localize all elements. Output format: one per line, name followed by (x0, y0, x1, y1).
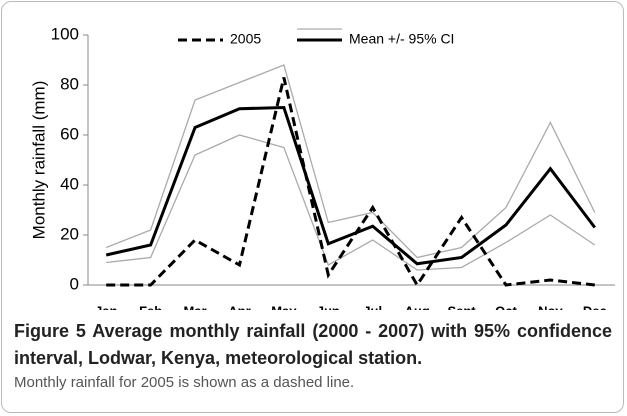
series-line (106, 77, 595, 288)
x-tick-label: Apr (228, 303, 250, 310)
x-tick-label: Dec (583, 303, 607, 310)
legend-label: Mean +/- 95% CI (349, 31, 454, 47)
y-axis-label: Monthly rainfall (mm) (29, 81, 48, 240)
caption-title: Average monthly rainfall (2000 - 2007) w… (14, 321, 612, 368)
x-tick-label: Jun (317, 303, 340, 310)
y-tick-label: 40 (60, 174, 79, 193)
x-tick-label: Sept (447, 303, 476, 310)
y-tick-label: 80 (60, 74, 79, 93)
y-tick-label: 0 (70, 274, 79, 293)
x-tick-label: Jan (95, 303, 117, 310)
y-tick-label: 100 (51, 24, 79, 43)
chart: Monthly rainfall (mm) 0 20 40 60 80 100 Jan Feb… (29, 24, 615, 310)
legend-label: 2005 (230, 31, 261, 47)
y-tick-label: 20 (60, 224, 79, 243)
x-tick-label: Nov (538, 303, 563, 310)
x-tick-label: Mar (183, 303, 206, 310)
series-line (105, 105, 596, 266)
x-tick-label: Aug (404, 303, 429, 310)
caption-heading: Figure 5 Average monthly rainfall (2000 … (14, 318, 612, 372)
ci-lower-line (106, 134, 596, 271)
ci-upper-line (105, 64, 596, 259)
x-tick-label: May (271, 303, 297, 310)
x-tick-label: Oct (495, 303, 517, 310)
y-tick-label: 60 (60, 124, 79, 143)
x-tick-label: Jul (363, 303, 382, 310)
x-tick-label: Feb (139, 303, 162, 310)
figure-label: Figure 5 (14, 321, 86, 341)
caption-text: Monthly rainfall for 2005 is shown as a … (14, 374, 355, 391)
caption: Figure 5 Average monthly rainfall (2000 … (14, 318, 612, 394)
